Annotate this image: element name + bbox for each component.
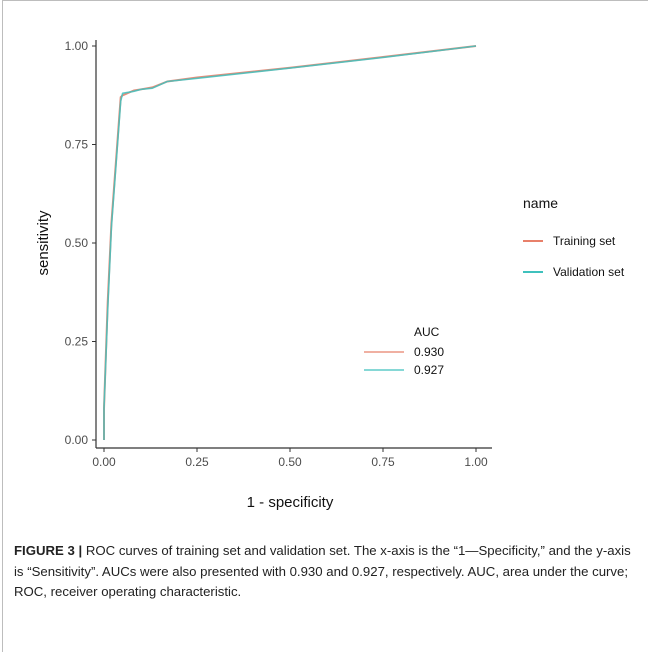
legend-label-validation: Validation set: [553, 265, 625, 279]
roc-line-validation: [103, 45, 477, 440]
x-axis-title: 1 - specificity: [247, 494, 334, 511]
y-tick-label: 0.25: [65, 335, 89, 349]
legend-label-training: Training set: [553, 234, 616, 248]
x-tick-label: 0.75: [371, 455, 395, 469]
figure-border-top: [2, 0, 648, 1]
auc-value-training: 0.930: [414, 345, 444, 359]
y-tick-label: 0.00: [65, 433, 89, 447]
auc-title: AUC: [414, 325, 440, 339]
legend-title: name: [523, 195, 558, 211]
roc-chart: 0.00 0.25 0.50 0.75 1.00 0.00 0.25 0.50 0.75 1.00…: [35, 39, 625, 511]
figure-border-left: [2, 0, 3, 652]
roc-line-training: [103, 45, 477, 440]
x-tick-label: 0.25: [185, 455, 209, 469]
x-tick-label: 1.00: [464, 455, 488, 469]
figure-caption-text: ROC curves of training set and validatio…: [14, 543, 631, 599]
auc-value-validation: 0.927: [414, 363, 444, 377]
x-tick-label: 0.50: [278, 455, 302, 469]
chart-axes: 0.00 0.25 0.50 0.75 1.00 0.00 0.25 0.50 0.75 1.00: [65, 39, 492, 469]
figure-caption-label: FIGURE 3 |: [14, 543, 83, 558]
y-tick-label: 0.75: [65, 138, 89, 152]
chart-series: [103, 45, 477, 440]
y-axis-title: sensitivity: [35, 210, 52, 276]
y-tick-label: 1.00: [65, 39, 89, 53]
y-tick-label: 0.50: [65, 236, 89, 250]
figure-caption: FIGURE 3 | ROC curves of training set an…: [14, 541, 642, 603]
x-tick-label: 0.00: [92, 455, 116, 469]
